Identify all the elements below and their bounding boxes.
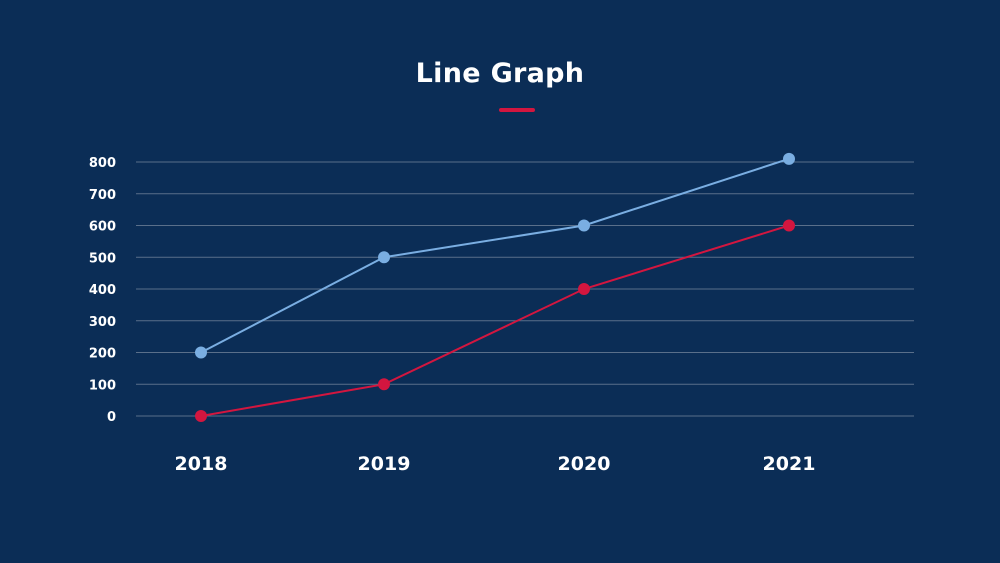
series-1-point-2021 [783,219,795,232]
series-0-point-2021 [783,152,795,165]
title-underline [499,108,535,112]
series-1-line [200,224,790,417]
y-tick-label-500: 500 [89,251,116,266]
y-tick-label-400: 400 [89,283,116,298]
y-tick-label-700: 700 [89,188,116,203]
series-0-point-2020 [578,219,590,232]
x-tick-label-2021: 2021 [763,453,816,475]
chart-title: Line Graph [415,58,585,89]
y-tick-label-800: 800 [89,156,116,171]
y-tick-label-600: 600 [89,220,116,235]
y-tick-label-300: 300 [89,315,116,330]
series-1-point-2019 [378,378,390,391]
x-tick-label-2018: 2018 [175,453,228,475]
series-0-line [200,157,790,354]
y-tick-label-100: 100 [89,378,116,393]
series-1-point-2018 [195,410,207,422]
y-tick-label-0: 0 [107,410,116,425]
x-tick-label-2019: 2019 [358,453,411,475]
series-0-point-2019 [378,251,390,264]
x-tick-label-2020: 2020 [558,453,611,475]
y-tick-label-200: 200 [89,347,116,362]
series-0-point-2018 [195,346,207,359]
series-1-point-2020 [578,283,590,295]
